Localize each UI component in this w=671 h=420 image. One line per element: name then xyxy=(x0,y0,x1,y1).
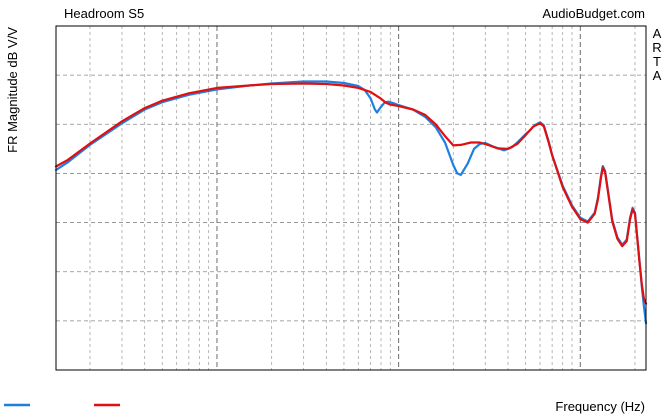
series-line-right xyxy=(54,82,648,305)
watermark-letter: R xyxy=(652,40,661,55)
watermark-letter: A xyxy=(653,68,662,83)
watermark-letter: A xyxy=(653,26,662,41)
y-axis-label: FR Magnitude dB V/V xyxy=(5,27,20,153)
series-lines xyxy=(54,80,648,325)
chart-title: Headroom S5 xyxy=(64,6,144,21)
grid xyxy=(56,26,646,370)
plot-area xyxy=(56,26,646,370)
watermark-letter: T xyxy=(653,54,661,69)
brand-label: AudioBudget.com xyxy=(542,6,645,21)
x-axis-label: Frequency (Hz) xyxy=(555,399,645,414)
plot-border xyxy=(55,25,647,371)
